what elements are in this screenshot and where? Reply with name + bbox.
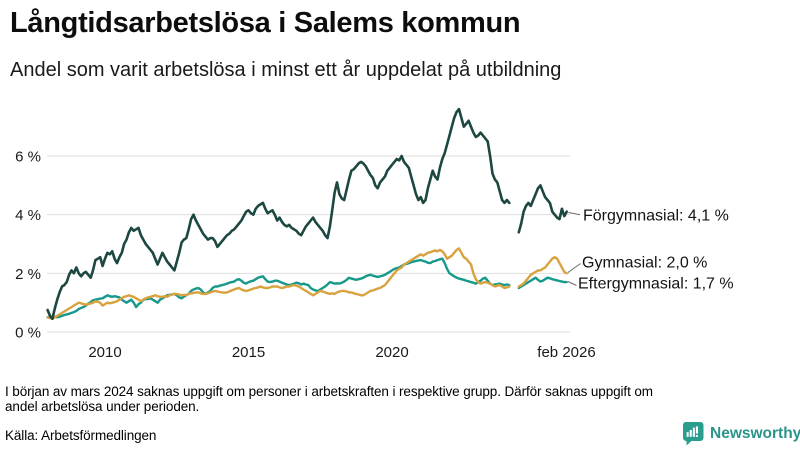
gymnasial-label-connector — [567, 263, 581, 273]
page-subtitle: Andel som varit arbetslösa i minst ett å… — [10, 59, 562, 81]
newsworthy-logo-icon — [683, 422, 704, 446]
y-axis-labels: 0 % 2 % 4 % 6 % — [15, 149, 41, 342]
y-axis-tick-label: 2 % — [15, 266, 41, 283]
eftergymnasial-label-connector — [567, 281, 577, 286]
series-end-label-forgymnasial: Förgymnasial: 4,1 % — [583, 208, 729, 225]
series-line-gymnasial — [46, 247, 511, 320]
series-line-eftergymnasial — [46, 257, 511, 320]
series-lines-group — [46, 107, 569, 321]
gridlines-group — [47, 155, 570, 333]
page-title: Långtidsarbetslösa i Salems kommun — [10, 7, 521, 39]
series-line-eftergymnasial — [517, 276, 568, 290]
series-line-gymnasial — [517, 256, 568, 288]
newsworthy-logo-text: Newsworthy — [710, 425, 800, 442]
y-axis-tick-label: 4 % — [15, 207, 41, 224]
y-axis-tick-label: 0 % — [15, 325, 41, 342]
source-note: Källa: Arbetsförmedlingen — [5, 428, 157, 443]
x-axis-tick-label: 2020 — [375, 344, 408, 361]
x-axis-labels: 2010 2015 2020 feb 2026 — [88, 344, 595, 361]
newsworthy-logo: Newsworthy — [682, 422, 800, 446]
series-line-förgymnasial — [46, 107, 511, 321]
series-end-label-gymnasial: Gymnasial: 2,0 % — [582, 255, 707, 272]
x-axis-tick-label: 2010 — [88, 344, 121, 361]
footnote-text: I början av mars 2024 saknas uppgift om … — [5, 384, 653, 414]
forgymnasial-label-connector — [568, 212, 581, 216]
series-end-label-eftergymnasial: Eftergymnasial: 1,7 % — [578, 276, 734, 293]
y-axis-tick-label: 6 % — [15, 149, 41, 166]
series-line-förgymnasial — [517, 184, 569, 234]
x-axis-tick-label: feb 2026 — [537, 344, 595, 361]
x-axis-tick-label: 2015 — [232, 344, 265, 361]
